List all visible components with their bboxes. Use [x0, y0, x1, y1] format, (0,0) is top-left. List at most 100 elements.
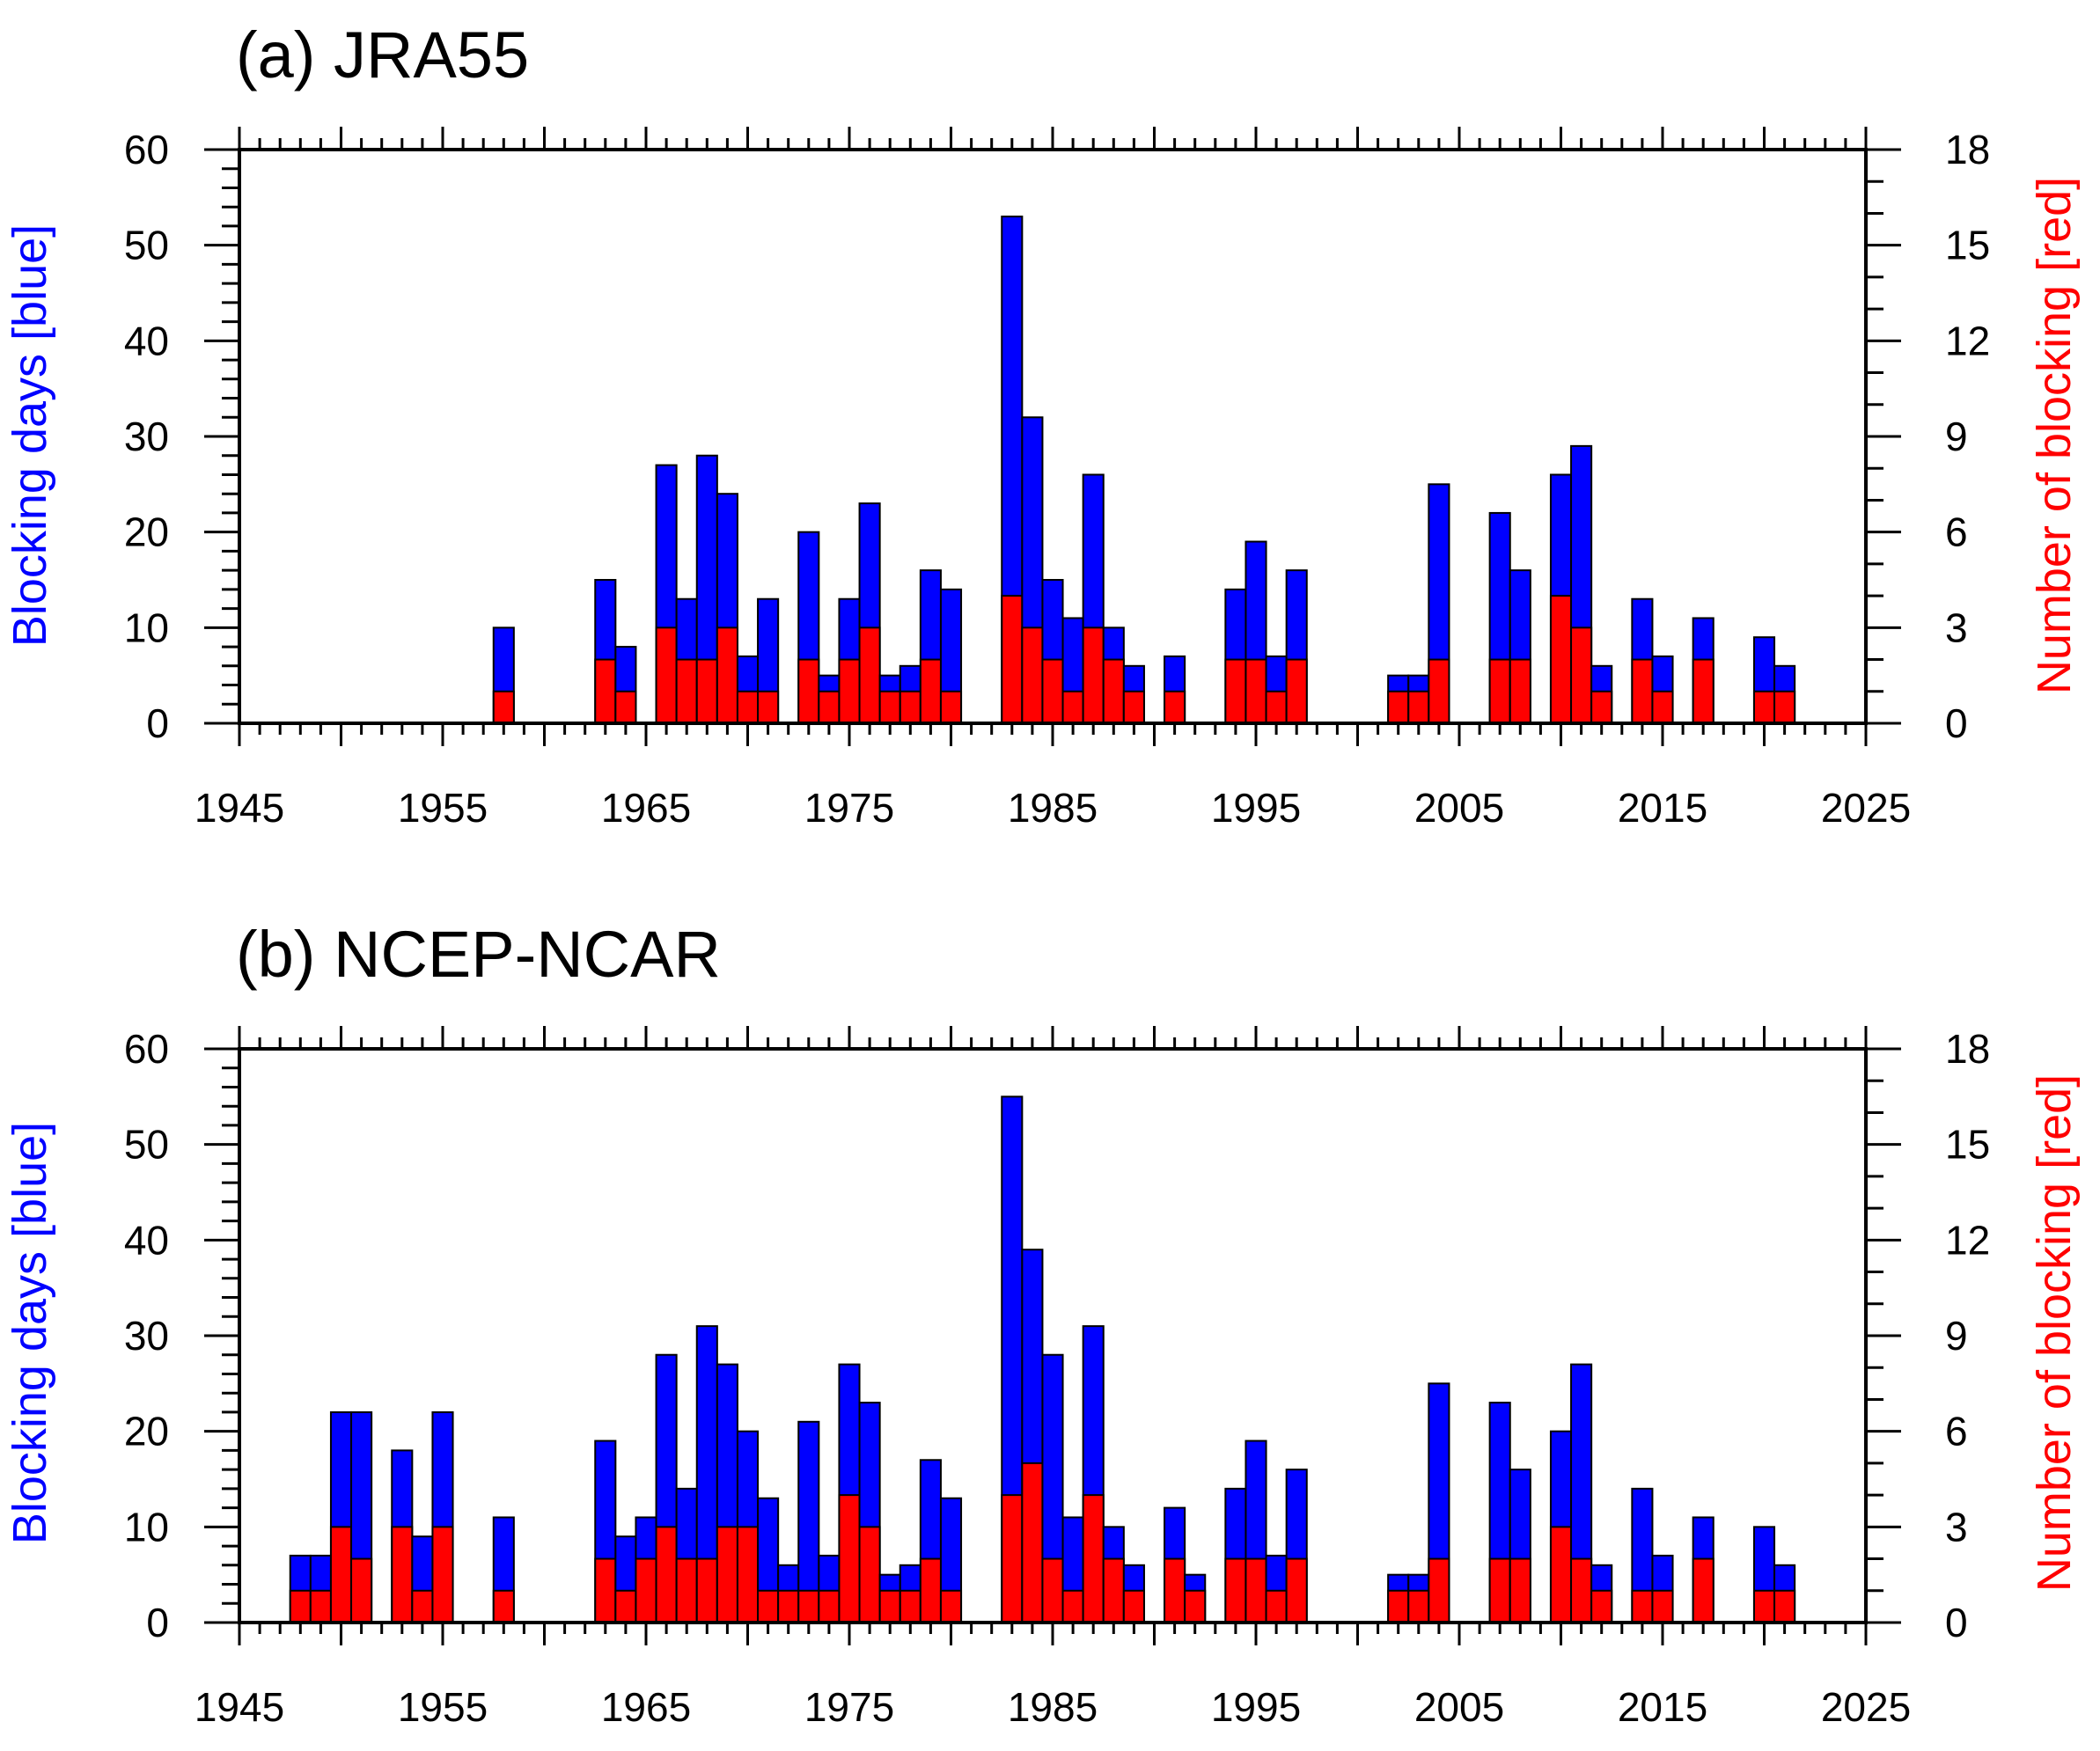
bar-blocking-count — [1407, 690, 1430, 724]
bar-blocking-count — [716, 626, 738, 724]
bar-blocking-count — [431, 1526, 454, 1624]
bar-blocking-count — [1773, 690, 1796, 724]
y-right-tick-label: 12 — [1945, 1217, 1990, 1263]
bar-blocking-count — [1631, 1589, 1654, 1624]
bar-blocking-count — [1224, 1557, 1247, 1623]
bar-blocking-count — [1164, 690, 1186, 724]
y-axis-label-left: Blocking days [blue] — [4, 224, 56, 647]
bar-blocking-count — [757, 690, 780, 724]
bar-blocking-count — [1387, 690, 1410, 724]
bar-blocking-count — [1082, 626, 1105, 724]
bar-blocking-count — [899, 1589, 922, 1624]
bar-blocking-count — [1122, 690, 1145, 724]
bar-blocking-count — [1570, 626, 1593, 724]
x-tick-label: 1985 — [1008, 785, 1098, 831]
y-left-tick-label: 0 — [146, 700, 169, 746]
y-left-tick-label: 50 — [124, 223, 169, 268]
bar-blocking-count — [1285, 1557, 1308, 1623]
y-right-tick-label: 15 — [1945, 223, 1990, 268]
y-left-tick-label: 40 — [124, 1217, 169, 1263]
y-right-tick-label: 0 — [1945, 1600, 1968, 1645]
tick-group — [204, 1026, 1901, 1645]
x-tick-label: 2015 — [1618, 1684, 1707, 1730]
bar-blocking-count — [1041, 1557, 1064, 1623]
bar-blocking-count — [1265, 690, 1288, 724]
y-axis-label-right: Number of blocking [red] — [2028, 177, 2081, 694]
x-tick-label: 1955 — [398, 785, 488, 831]
bar-blocking-count — [594, 658, 617, 724]
bar-blocking-count — [1752, 1589, 1776, 1624]
x-tick-label: 1975 — [804, 785, 894, 831]
bar-blocking-count — [289, 1589, 312, 1624]
y-left-tick-label: 30 — [124, 1313, 169, 1359]
bar-blocking-count — [594, 1557, 617, 1623]
tick-label-group: 1945 1955 1965 1975 1985 1995 2005 2015 20250102… — [124, 1026, 1990, 1730]
bar-blocking-count — [1651, 1589, 1674, 1624]
y-right-tick-label: 18 — [1945, 1026, 1990, 1072]
plot-frame — [238, 1047, 1868, 1624]
bar-blocking-count — [695, 1557, 718, 1623]
bar-blocking-count — [1001, 595, 1024, 724]
bar-blocking-count — [1265, 1589, 1288, 1624]
panel-jra55: (a) JRA55 Blocking days [blue] Number of… — [4, 18, 2081, 831]
bar-blocking-count — [1224, 658, 1247, 724]
bar-blocking-count — [878, 1589, 901, 1624]
x-tick-label: 1975 — [804, 1684, 894, 1730]
bar-blocking-count — [1428, 1557, 1450, 1623]
bar-blocking-count — [1164, 1557, 1186, 1623]
bar-blocking-count — [818, 1589, 841, 1624]
bar-blocking-count — [1752, 690, 1776, 724]
bar-blocking-count — [1041, 658, 1064, 724]
y-right-tick-label: 6 — [1945, 1409, 1968, 1454]
bar-blocking-count — [716, 1526, 738, 1624]
bar-blocking-count — [1021, 1462, 1044, 1624]
bar-blocking-count — [1488, 658, 1511, 724]
y-right-tick-label: 9 — [1945, 1313, 1968, 1359]
y-right-tick-label: 15 — [1945, 1122, 1990, 1168]
bar-blocking-count — [492, 1589, 515, 1624]
bar-blocking-count — [614, 690, 637, 724]
y-right-tick-label: 6 — [1945, 509, 1968, 555]
bar-blocking-count — [411, 1589, 434, 1624]
y-left-tick-label: 30 — [124, 414, 169, 459]
chart-title: (a) JRA55 — [236, 18, 529, 92]
bar-blocking-count — [655, 626, 678, 724]
x-tick-label: 2005 — [1414, 785, 1504, 831]
y-left-tick-label: 20 — [124, 1409, 169, 1454]
bar-blocking-count — [1245, 658, 1267, 724]
bar-blocking-count — [1631, 658, 1654, 724]
bar-blocking-count — [899, 690, 922, 724]
y-right-tick-label: 3 — [1945, 1504, 1968, 1550]
bar-blocking-count — [695, 658, 718, 724]
bar-blocking-count — [1509, 658, 1531, 724]
bar-blocking-count — [1061, 1589, 1084, 1624]
bar-blocking-count — [736, 690, 760, 724]
bar-blocking-count — [635, 1557, 657, 1623]
bar-blocking-count — [1285, 658, 1308, 724]
bar-blocking-count — [858, 626, 881, 724]
bar-blocking-count — [1570, 1557, 1593, 1623]
x-tick-label: 1985 — [1008, 1684, 1098, 1730]
bar-blocking-count — [878, 690, 901, 724]
y-left-tick-label: 50 — [124, 1122, 169, 1168]
bar-blocking-count — [675, 1557, 698, 1623]
y-right-tick-label: 18 — [1945, 127, 1990, 172]
bar-blocking-count — [1021, 626, 1044, 724]
y-axis-label-left: Blocking days [blue] — [4, 1122, 56, 1544]
bar-blocking-count — [939, 1589, 963, 1624]
x-tick-label: 1995 — [1211, 1684, 1301, 1730]
y-left-tick-label: 0 — [146, 1600, 169, 1645]
bar-blocking-count — [1509, 1557, 1531, 1623]
bar-blocking-count — [391, 1526, 414, 1624]
y-right-tick-label: 12 — [1945, 318, 1990, 363]
x-tick-label: 1945 — [195, 785, 284, 831]
bar-blocking-count — [1102, 1557, 1125, 1623]
bar-blocking-count — [919, 1557, 942, 1623]
bar-blocking-count — [350, 1557, 373, 1623]
bar-blocking-count — [492, 690, 515, 724]
bar-blocking-count — [1184, 1589, 1207, 1624]
bar-blocking-count — [1102, 658, 1125, 724]
bar-blocking-count — [1122, 1589, 1145, 1624]
bar-blocking-count — [655, 1526, 678, 1624]
